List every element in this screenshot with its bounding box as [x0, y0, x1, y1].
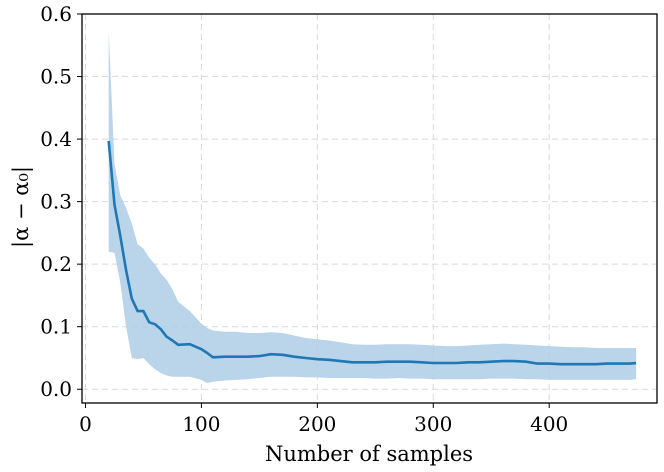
x-axis-ticks: 0 100 200 300 400 [79, 403, 568, 436]
x-axis-label: Number of samples [265, 442, 473, 466]
band-area [108, 31, 637, 383]
y-tick-label: 0.6 [40, 2, 72, 26]
x-tick-label: 0 [79, 412, 92, 436]
axes-box [81, 13, 658, 404]
x-tick-label: 300 [414, 412, 452, 436]
y-tick-label: 0.1 [40, 315, 72, 339]
plot-frame [81, 13, 658, 404]
y-tick-label: 0.5 [40, 65, 72, 89]
y-tick-label: 0.3 [40, 190, 72, 214]
y-tick-label: 0.0 [40, 377, 72, 401]
x-tick-label: 200 [298, 412, 336, 436]
series-line [107, 140, 637, 366]
x-tick-label: 400 [530, 412, 568, 436]
mean-line [107, 140, 637, 366]
x-tick-label: 100 [182, 412, 220, 436]
y-axis-label: |α − α₀| [9, 166, 34, 248]
y-axis-ticks: 0.0 0.1 0.2 0.3 0.4 0.5 0.6 [40, 2, 82, 401]
y-tick-label: 0.2 [40, 252, 72, 276]
confidence-band [108, 31, 637, 383]
y-tick-label: 0.4 [40, 127, 72, 151]
